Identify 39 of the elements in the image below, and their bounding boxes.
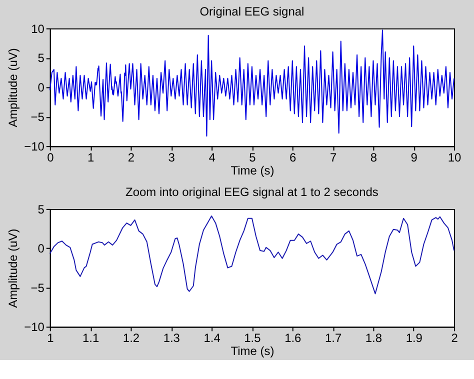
x-tick-label: 1.9 [406,331,423,346]
y-tick-label: 10 [31,22,45,36]
y-axis-title: Amplitude (uV) [6,228,20,308]
y-tick-label: 5 [38,51,45,66]
x-tick-label: 1.7 [324,331,342,346]
x-tick-label: 1.2 [122,331,140,346]
x-tick-label: 1.6 [284,331,302,346]
x-tick-label: 4 [208,150,216,165]
x-tick-label: 5 [249,150,256,165]
x-tick-label: 9 [410,150,418,165]
y-tick-label: −10 [24,140,45,154]
x-tick-label: 1.1 [82,331,100,346]
chart-title: Zoom into original EEG signal at 1 to 2 seconds [126,184,378,199]
x-tick-label: 1.3 [163,331,180,346]
y-tick-label: −10 [24,320,45,334]
y-tick-label: −5 [30,110,45,124]
chart-title: Original EEG signal [200,4,304,18]
x-tick-label: 1.8 [365,331,382,346]
x-axis-title: Time (s) [230,164,274,178]
x-tick-label: 8 [370,150,378,165]
x-axis-title: Time (s) [230,344,274,358]
x-tick-label: 2 [128,150,135,165]
x-tick-label: 10 [448,150,462,165]
x-tick-label: 1 [47,331,54,346]
x-tick-label: 1 [87,150,94,165]
x-tick-label: 1.4 [204,331,221,346]
y-tick-label: −5 [30,280,45,295]
x-tick-label: 3 [168,150,176,165]
x-tick-label: 1.5 [244,331,262,346]
y-tick-label: 0 [38,80,45,95]
x-tick-label: 0 [47,150,54,165]
y-axis-title: Amplitude (uV) [6,48,20,128]
line-series [49,216,455,294]
y-tick-label: 5 [38,202,45,216]
line-series [49,30,455,137]
y-tick-label: 0 [38,242,45,256]
x-tick-label: 2 [451,331,458,346]
x-tick-label: 7 [330,150,337,165]
x-tick-label: 6 [290,150,297,165]
